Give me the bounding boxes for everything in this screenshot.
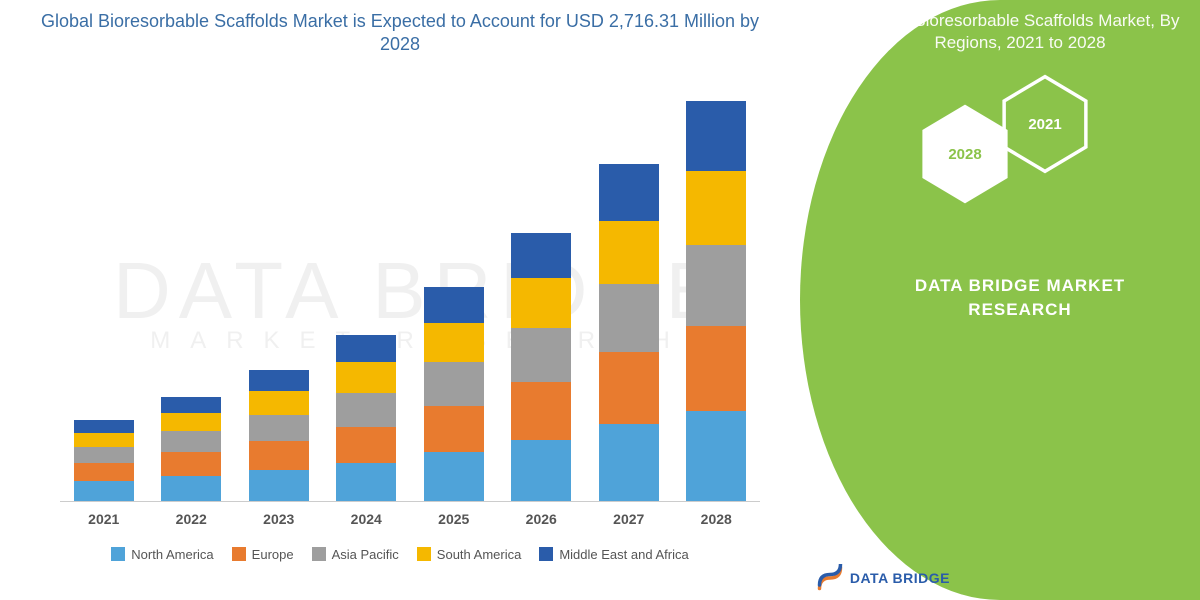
bar-group	[69, 420, 139, 501]
bar-segment	[511, 233, 571, 278]
bar-segment	[74, 481, 134, 501]
bar-segment	[249, 391, 309, 414]
legend-swatch	[232, 547, 246, 561]
bar-segment	[336, 463, 396, 501]
bar-stack	[249, 370, 309, 501]
bar-segment	[161, 476, 221, 501]
bar-stack	[336, 335, 396, 500]
bar-stack	[686, 101, 746, 501]
legend: North America Europe Asia Pacific South Ame…	[0, 547, 800, 562]
bar-group	[419, 287, 489, 501]
bar-segment	[336, 335, 396, 362]
hexagon-graphic: 2021 2028	[900, 74, 1140, 224]
x-axis-label: 2021	[69, 511, 139, 527]
bar-segment	[249, 415, 309, 442]
bar-stack	[74, 420, 134, 501]
legend-item: South America	[417, 547, 522, 562]
legend-swatch	[312, 547, 326, 561]
legend-item: North America	[111, 547, 213, 562]
bar-segment	[424, 362, 484, 405]
bar-segment	[336, 427, 396, 463]
x-axis-label: 2026	[506, 511, 576, 527]
right-panel-title: Global Bioresorbable Scaffolds Market, B…	[860, 10, 1180, 54]
bar-segment	[249, 441, 309, 470]
bar-segment	[686, 411, 746, 501]
bar-segment	[686, 101, 746, 171]
hexagon-2021: 2021	[1000, 74, 1090, 174]
legend-label: North America	[131, 547, 213, 562]
bar-stack	[511, 233, 571, 501]
bar-segment	[599, 164, 659, 222]
hexagon-2028: 2028	[920, 104, 1010, 204]
x-axis-label: 2025	[419, 511, 489, 527]
x-axis-label: 2028	[681, 511, 751, 527]
brand-text: DATA BRIDGE MARKET RESEARCH	[860, 274, 1180, 322]
bar-segment	[424, 323, 484, 363]
x-axis-label: 2024	[331, 511, 401, 527]
legend-swatch	[111, 547, 125, 561]
bar-segment	[686, 171, 746, 245]
bar-segment	[424, 452, 484, 501]
legend-item: Asia Pacific	[312, 547, 399, 562]
legend-label: Asia Pacific	[332, 547, 399, 562]
bar-segment	[161, 452, 221, 475]
bars-container	[60, 102, 760, 502]
bar-segment	[511, 278, 571, 328]
bar-segment	[686, 245, 746, 326]
brand-line1: DATA BRIDGE MARKET	[860, 274, 1180, 298]
bar-segment	[74, 433, 134, 447]
bar-segment	[74, 420, 134, 433]
chart-title: Global Bioresorbable Scaffolds Market is…	[0, 0, 800, 62]
bar-segment	[336, 393, 396, 427]
hex-2028-label: 2028	[948, 146, 981, 163]
hex-2021-label: 2021	[1028, 116, 1061, 133]
bar-group	[156, 397, 226, 501]
bar-segment	[511, 440, 571, 501]
bar-segment	[424, 287, 484, 323]
bar-segment	[599, 284, 659, 352]
bar-segment	[599, 352, 659, 424]
bar-segment	[161, 413, 221, 431]
legend-label: South America	[437, 547, 522, 562]
bar-group	[331, 335, 401, 500]
bar-segment	[336, 362, 396, 393]
bar-segment	[74, 447, 134, 463]
bar-stack	[599, 164, 659, 501]
bar-segment	[599, 221, 659, 284]
bar-segment	[249, 370, 309, 392]
bar-segment	[511, 382, 571, 440]
bar-segment	[686, 326, 746, 411]
bar-group	[681, 101, 751, 501]
legend-item: Europe	[232, 547, 294, 562]
bar-segment	[161, 431, 221, 453]
bar-segment	[74, 463, 134, 481]
bar-segment	[511, 328, 571, 382]
bar-segment	[424, 406, 484, 453]
x-axis-label: 2022	[156, 511, 226, 527]
legend-swatch	[539, 547, 553, 561]
bar-group	[506, 233, 576, 501]
brand-line2: RESEARCH	[860, 298, 1180, 322]
legend-item: Middle East and Africa	[539, 547, 688, 562]
bottom-logo: DATA BRIDGE	[816, 564, 950, 592]
logo-text: DATA BRIDGE	[850, 570, 950, 586]
bar-group	[594, 164, 664, 501]
x-axis-label: 2027	[594, 511, 664, 527]
bar-stack	[161, 397, 221, 501]
chart-panel: Global Bioresorbable Scaffolds Market is…	[0, 0, 800, 600]
x-axis-label: 2023	[244, 511, 314, 527]
bar-segment	[249, 470, 309, 501]
chart-area: 2021 2022 2023 2024 2025 2026 2027 2028	[60, 82, 760, 532]
legend-label: Europe	[252, 547, 294, 562]
legend-label: Middle East and Africa	[559, 547, 688, 562]
right-panel: Global Bioresorbable Scaffolds Market, B…	[800, 0, 1200, 600]
legend-swatch	[417, 547, 431, 561]
bar-group	[244, 370, 314, 501]
bar-segment	[599, 424, 659, 500]
x-axis-labels: 2021 2022 2023 2024 2025 2026 2027 2028	[60, 511, 760, 527]
bar-segment	[161, 397, 221, 413]
logo-icon	[816, 564, 844, 592]
bar-stack	[424, 287, 484, 501]
